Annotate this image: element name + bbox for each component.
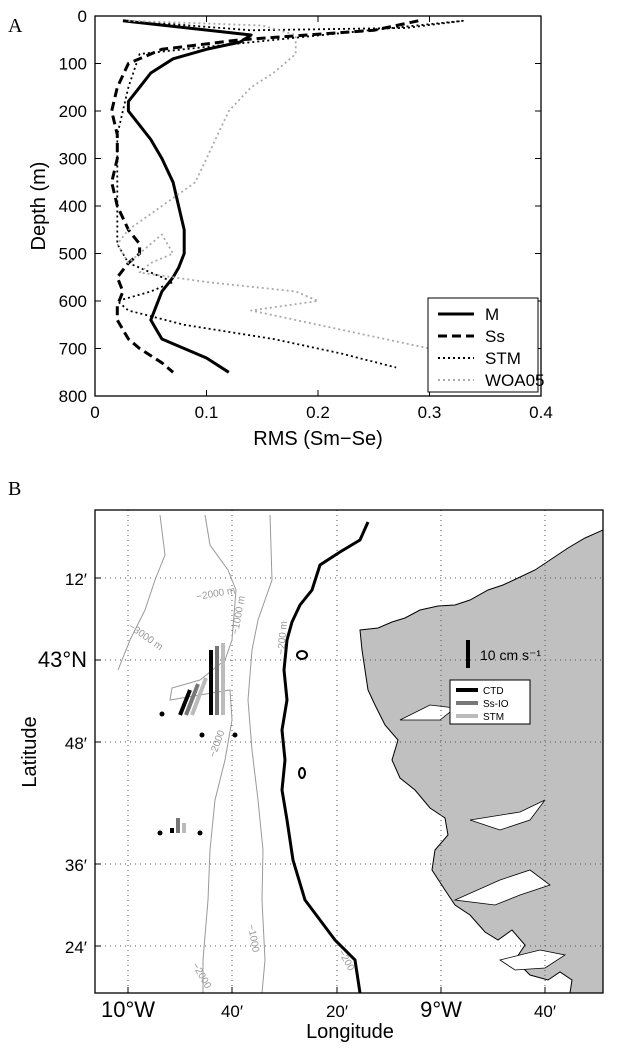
plot-frame-b bbox=[94, 509, 604, 994]
scale-label: 10 cm s⁻¹ bbox=[480, 647, 541, 663]
panel-label-a: A bbox=[8, 15, 23, 37]
isobath-200-line bbox=[280, 521, 370, 994]
vector-ctd-a bbox=[178, 689, 192, 716]
y-tick-label: 500 bbox=[59, 245, 87, 264]
lon-tick-label: 20′ bbox=[326, 1002, 348, 1021]
station-dot bbox=[157, 830, 163, 836]
contour-label-2000-bottom: −2000 bbox=[189, 961, 213, 991]
lat-tick-label: 43°N bbox=[38, 647, 87, 672]
land-area bbox=[359, 529, 603, 993]
isobath-3000-line bbox=[117, 514, 237, 671]
contour-label-1000-top: −1000 m bbox=[230, 595, 248, 636]
legend-b-label-stm: STM bbox=[483, 712, 504, 723]
lon-tick-label: 40′ bbox=[221, 1002, 243, 1021]
lat-tick-label: 36′ bbox=[65, 856, 87, 875]
legend-b: CTD Ss-IO STM bbox=[449, 679, 531, 725]
lon-tick-label: 9°W bbox=[420, 997, 462, 1022]
x-tick-label: 0 bbox=[90, 403, 99, 422]
y-tick-label: 200 bbox=[59, 102, 87, 121]
y-tick-label: 0 bbox=[78, 7, 87, 26]
legend-label-ss: Ss bbox=[485, 327, 505, 346]
x-axis-label-a: RMS (Sm−Se) bbox=[253, 428, 382, 450]
y-tick-label: 800 bbox=[59, 387, 87, 406]
contour-label-3000: −3000 m bbox=[126, 621, 164, 652]
contour-label-200-top: −200 m bbox=[276, 621, 290, 655]
series-line-m bbox=[122, 19, 253, 374]
mooring-vectors bbox=[157, 643, 238, 836]
bank-contour-2 bbox=[298, 767, 306, 779]
lon-tick-label: 10°W bbox=[101, 997, 155, 1022]
lon-tick-label: 40′ bbox=[534, 1002, 556, 1021]
contour-label-2000-mid: −2000 bbox=[207, 728, 227, 759]
vector-stm-a bbox=[190, 677, 208, 716]
inlet-1 bbox=[453, 869, 551, 906]
station-dot bbox=[199, 732, 205, 738]
isobath-1000-line bbox=[247, 514, 273, 994]
lat-tick-label: 24′ bbox=[65, 938, 87, 957]
inlet-2 bbox=[469, 799, 546, 831]
station-dot bbox=[232, 732, 238, 738]
vector-ssio-a bbox=[184, 683, 200, 716]
inlet-3 bbox=[499, 949, 567, 971]
legend-label-woa05: WOA05 bbox=[485, 371, 545, 390]
legend-a: M Ss STM WOA05 bbox=[427, 297, 545, 393]
series-line-woa05 bbox=[116, 19, 430, 350]
legend-label-stm: STM bbox=[485, 349, 521, 368]
bank-contour-1 bbox=[296, 650, 308, 660]
x-tick-label: 0.2 bbox=[306, 403, 330, 422]
contour-label-200-bottom: −200 bbox=[335, 948, 356, 973]
panel-label-b: B bbox=[8, 478, 21, 500]
y-tick-label: 400 bbox=[59, 197, 87, 216]
y-tick-label: 600 bbox=[59, 292, 87, 311]
legend-label-m: M bbox=[485, 305, 499, 324]
y-tick-label: 100 bbox=[59, 55, 87, 74]
inlet-4 bbox=[399, 704, 456, 721]
isobath-2000-line bbox=[169, 589, 237, 993]
station-dot bbox=[159, 711, 165, 717]
station-dot bbox=[197, 830, 203, 836]
depth-profile-chart: A 0 0.1 0.2 0.3 0.4 0 100 200 300 400 500 600 700 800… bbox=[8, 7, 553, 450]
y-axis-label-b: Latitude bbox=[19, 716, 41, 787]
y-tick-label: 300 bbox=[59, 150, 87, 169]
x-tick-label: 0.1 bbox=[195, 403, 219, 422]
legend-b-label-ctd: CTD bbox=[483, 686, 504, 697]
lat-tick-label: 12′ bbox=[65, 570, 87, 589]
y-tick-label: 700 bbox=[59, 340, 87, 359]
x-axis-label-b: Longitude bbox=[306, 1021, 394, 1043]
lat-tick-label: 48′ bbox=[65, 734, 87, 753]
y-axis-label-a: Depth (m) bbox=[28, 162, 50, 251]
x-tick-label: 0.4 bbox=[529, 403, 553, 422]
x-tick-label: 0.3 bbox=[418, 403, 442, 422]
series-line-stm bbox=[116, 19, 464, 369]
contour-label-1000-bottom: −1000 bbox=[245, 924, 261, 954]
contour-label-2000-top: −2000 m bbox=[196, 585, 237, 603]
legend-b-label-ssio: Ss-IO bbox=[483, 699, 509, 710]
series-line-ss bbox=[110, 19, 419, 374]
